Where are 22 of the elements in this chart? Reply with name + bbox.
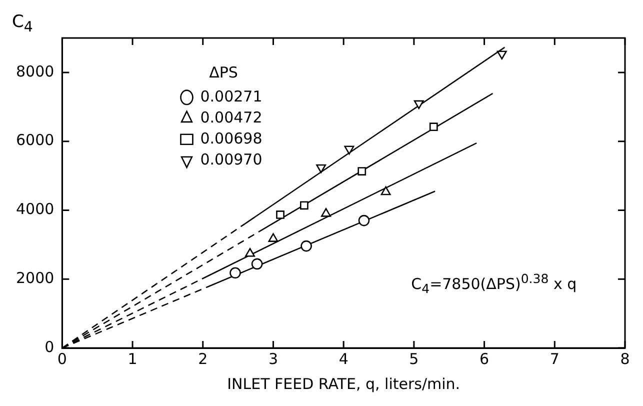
y-axis-title: C$_{4}$ [12,12,33,36]
x-tick-label: 3 [268,350,278,368]
x-tick-label: 4 [338,350,348,368]
x-tick-label: 1 [128,350,138,368]
y-tick-label: 8000 [16,62,54,80]
legend-title: ΔPS [209,63,238,82]
legend-label: 0.00698 [200,129,262,148]
legend-label: 0.00472 [200,108,262,126]
x-tick-label: 5 [409,350,419,368]
x-tick-label: 7 [550,350,560,368]
y-tick-label: 2000 [16,269,54,287]
legend-label: 0.00271 [200,87,262,106]
annotation: C$_{4}$=7850(ΔPS)$^{0.38}$ x q [411,270,577,296]
x-tick-label: 2 [198,350,208,368]
x-tick-label: 8 [620,350,630,368]
legend-label: 0.00970 [200,150,262,168]
y-tick-label: 0 [44,338,54,356]
x-tick-label: 6 [480,350,490,368]
x-axis-title: INLET FEED RATE, q, liters/min. [227,374,460,393]
x-tick-label: 0 [57,350,67,368]
y-tick-label: 4000 [16,200,54,218]
y-tick-label: 6000 [16,131,54,150]
